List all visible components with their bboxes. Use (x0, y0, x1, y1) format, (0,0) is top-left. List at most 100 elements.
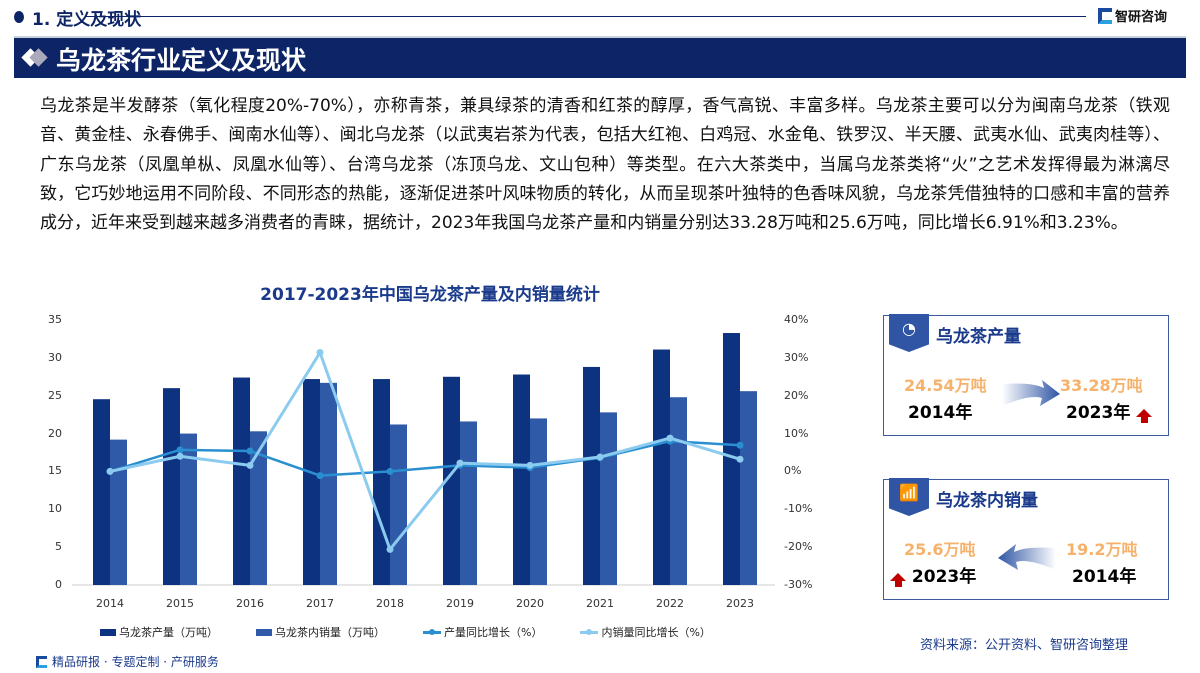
bar-production (443, 376, 460, 585)
arrow-left-icon (998, 544, 1056, 570)
legend-production: 乌龙茶产量（万吨） (100, 624, 218, 640)
bar-sales (530, 418, 547, 585)
line-sales-growth (109, 349, 741, 553)
data-point (386, 467, 394, 475)
y2-tick-label: 30% (784, 350, 809, 364)
footer-slogan: 精品研报 · 专题定制 · 产研服务 (36, 653, 219, 670)
bar-sales (250, 431, 267, 585)
bar-production (93, 399, 110, 585)
y2-tick-label: -10% (784, 502, 813, 516)
to-year: 2023年 (890, 562, 976, 587)
x-tick-label: 2023 (726, 597, 754, 610)
bar-sales (460, 421, 477, 585)
brand-name: 智研咨询 (1115, 10, 1168, 25)
data-point (176, 452, 184, 460)
data-point (666, 434, 674, 442)
x-tick-label: 2020 (516, 597, 544, 610)
logo-icon (36, 655, 47, 668)
production-card: ◔ 乌龙茶产量 24.54万吨 2014年 33.28万吨 2023年 (883, 314, 1169, 436)
from-year: 2014年 (908, 403, 973, 423)
data-point (456, 459, 464, 467)
data-point (736, 441, 744, 449)
divider (86, 16, 1086, 17)
data-point (246, 461, 254, 469)
bar-production (723, 333, 740, 585)
bar-production (513, 374, 530, 585)
bar-sales (740, 391, 757, 585)
title-bar: 乌龙茶行业定义及现状 (14, 36, 1186, 78)
bar-sales (320, 382, 337, 585)
description-paragraph: 乌龙茶是半发酵茶（氧化程度20%-70%），亦称青茶，兼具绿茶的清香和红茶的醇厚… (40, 96, 1170, 234)
bar-sales (110, 439, 127, 585)
data-point (246, 447, 254, 455)
arrow-right-icon (1002, 380, 1060, 406)
bar-production (233, 377, 250, 585)
y-tick-label: 35 (48, 313, 62, 326)
data-point (176, 446, 184, 454)
y2-tick-label: 0% (784, 464, 802, 478)
x-tick-label: 2015 (166, 597, 194, 610)
from-year: 2014年 (1072, 567, 1137, 587)
bar-sales (180, 433, 197, 585)
y-tick-label: 20 (48, 426, 62, 440)
data-point (106, 467, 114, 475)
to-year: 2023年 (1066, 398, 1153, 423)
bar-growth-icon: 📶 (889, 478, 929, 516)
bar-production (583, 366, 600, 585)
legend-sales-growth: 内销量同比增长（%） (580, 624, 711, 640)
from-value: 24.54万吨 (904, 376, 987, 395)
section-bullet (14, 11, 24, 23)
bar-production (303, 379, 320, 585)
section-title: 1. 定义及现状 (32, 10, 142, 30)
line-production-growth (109, 439, 741, 477)
chart-title: 2017-2023年中国乌龙茶产量及内销量统计 (260, 285, 600, 305)
y-tick-label: 30 (48, 350, 62, 364)
x-tick-label: 2019 (446, 597, 474, 610)
to-value: 25.6万吨 (904, 540, 976, 559)
to-value: 33.28万吨 (1060, 376, 1143, 395)
up-arrow-icon (890, 573, 906, 587)
page-title: 乌龙茶行业定义及现状 (56, 46, 307, 75)
card-title: 乌龙茶产量 (936, 327, 1021, 347)
bar-production (653, 349, 670, 585)
y-tick-label: 10 (48, 502, 62, 516)
x-tick-label: 2021 (586, 597, 614, 610)
y2-tick-label: -30% (784, 578, 813, 591)
source-note: 资料来源：公开资料、智研咨询整理 (920, 638, 1129, 653)
y2-tick-label: 10% (784, 426, 809, 440)
y2-tick-label: 20% (784, 388, 809, 402)
x-tick-label: 2017 (306, 597, 334, 610)
chart-legend: 乌龙茶产量（万吨） 乌龙茶内销量（万吨） 产量同比增长（%） 内销量同比增长（%… (100, 624, 711, 640)
bar-production (163, 388, 180, 585)
bar-production (373, 379, 390, 585)
from-value: 19.2万吨 (1066, 540, 1138, 559)
data-point (316, 472, 324, 480)
y2-tick-label: -20% (784, 540, 813, 554)
y2-tick-label: 40% (784, 313, 809, 326)
sales-card: 📶 乌龙茶内销量 25.6万吨 2023年 19.2万吨 2014年 (883, 478, 1169, 600)
bar-sales (390, 424, 407, 585)
x-tick-label: 2016 (236, 597, 264, 610)
data-point (736, 455, 744, 463)
y-tick-label: 15 (48, 464, 62, 478)
bar-sales (600, 412, 617, 585)
data-point (386, 545, 394, 553)
x-tick-label: 2018 (376, 597, 404, 610)
card-title: 乌龙茶内销量 (936, 491, 1038, 511)
y-tick-label: 0 (55, 578, 62, 591)
pie-chart-icon: ◔ (889, 314, 929, 352)
bar-sales (670, 397, 687, 585)
legend-production-growth: 产量同比增长（%） (423, 624, 542, 640)
brand-logo: 智研咨询 (1098, 6, 1167, 25)
logo-icon (1098, 7, 1112, 24)
data-point (526, 461, 534, 469)
legend-sales: 乌龙茶内销量（万吨） (256, 624, 385, 640)
data-point (596, 453, 604, 461)
data-point (316, 349, 324, 357)
up-arrow-icon (1136, 409, 1153, 423)
x-tick-label: 2022 (656, 597, 684, 610)
x-tick-label: 2014 (96, 597, 124, 610)
y-tick-label: 5 (55, 540, 62, 554)
y-tick-label: 25 (48, 388, 62, 402)
